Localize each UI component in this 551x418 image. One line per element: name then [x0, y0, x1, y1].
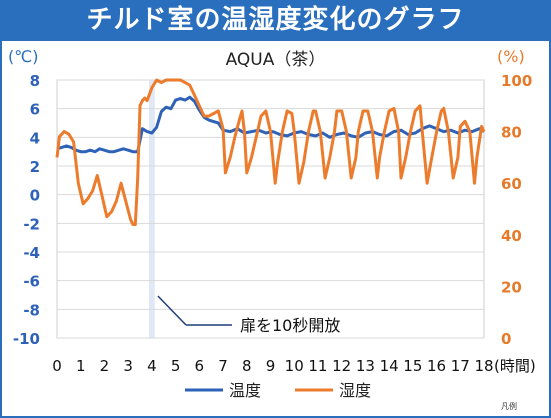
series-line-temperature: [56, 95, 485, 154]
left-tick-label: -2: [23, 215, 40, 233]
x-tick-label: 18: [474, 357, 493, 375]
x-tick-label: 3: [123, 357, 133, 375]
right-tick-label: 60: [501, 175, 522, 193]
right-tick-label: 0: [501, 330, 511, 348]
left-tick-label: -6: [23, 273, 40, 291]
left-axis-unit: (℃): [8, 47, 39, 66]
right-tick-label: 40: [501, 227, 522, 245]
door-open-band: [149, 80, 155, 338]
x-tick-label: 15: [403, 357, 422, 375]
right-tick-label: 80: [501, 124, 522, 142]
x-axis-label: (時間): [494, 357, 536, 375]
left-tick-label: 6: [30, 101, 40, 119]
right-tick-label: 20: [501, 278, 522, 296]
annotation-leader: [157, 295, 187, 326]
x-tick-label: 12: [332, 357, 351, 375]
x-tick-label: 5: [171, 357, 181, 375]
x-tick-label: 0: [52, 357, 62, 375]
left-tick-label: 8: [30, 72, 40, 90]
title-banner: チルド室の温湿度変化のグラフ: [0, 0, 551, 41]
right-axis-unit: (%): [497, 47, 525, 66]
x-tick-label: 8: [242, 357, 252, 375]
page-title: チルド室の温湿度変化のグラフ: [86, 5, 465, 35]
chart-subtitle: AQUA（茶）: [225, 50, 326, 70]
left-tick-label: 2: [30, 158, 40, 176]
legend-label-temperature: 温度: [229, 381, 261, 400]
legend-note: 凡例: [501, 402, 517, 411]
x-tick-label: 14: [380, 357, 399, 375]
x-tick-label: 13: [356, 357, 375, 375]
legend-label-humidity: 湿度: [339, 381, 371, 400]
x-tick-label: 9: [266, 357, 276, 375]
right-tick-label: 100: [501, 72, 532, 90]
annotation-label: 扉を10秒開放: [240, 316, 340, 335]
x-tick-label: 1: [76, 357, 86, 375]
left-tick-label: -8: [23, 301, 40, 319]
x-tick-label: 11: [308, 357, 327, 375]
x-tick-label: 4: [147, 357, 157, 375]
x-tick-label: 6: [195, 357, 205, 375]
x-tick-label: 7: [218, 357, 228, 375]
series-line-humidity: [55, 78, 486, 226]
x-tick-label: 17: [451, 357, 470, 375]
left-tick-label: 4: [30, 129, 40, 147]
x-tick-label: 10: [285, 357, 304, 375]
x-tick-label: 16: [427, 357, 446, 375]
left-tick-label: 0: [30, 187, 40, 205]
x-tick-label: 2: [100, 357, 110, 375]
left-tick-label: -4: [23, 244, 40, 262]
left-tick-label: -10: [13, 330, 40, 348]
